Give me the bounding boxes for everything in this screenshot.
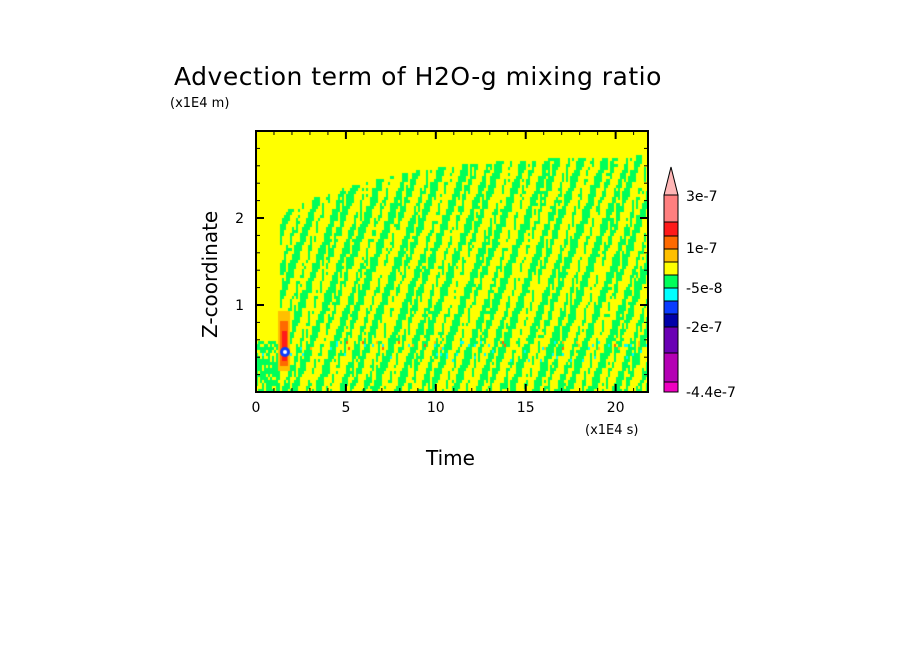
- y-axis-unit: (x1E4 m): [170, 96, 230, 111]
- y-tick-label: 2: [235, 211, 244, 227]
- plot-frame: [255, 130, 649, 393]
- colorbar-segment: [663, 326, 679, 354]
- y-tick-label: 1: [235, 298, 244, 314]
- x-tick-label: 15: [517, 400, 535, 416]
- colorbar-segment: [663, 313, 679, 328]
- colorbar-extend-triangle: [663, 166, 679, 196]
- colorbar-label: 1e-7: [686, 241, 717, 257]
- colorbar-label: -4.4e-7: [686, 385, 736, 401]
- colorbar-segment: [663, 194, 679, 223]
- x-axis-unit: (x1E4 s): [585, 423, 639, 438]
- colorbar-label: -2e-7: [686, 320, 723, 336]
- colorbar-segment: [663, 287, 679, 302]
- x-tick-label: 10: [427, 400, 445, 416]
- colorbar-segment: [663, 261, 679, 276]
- x-axis-label: Time: [426, 446, 475, 470]
- x-tick-label: 0: [252, 400, 261, 416]
- colorbar-segment: [663, 352, 679, 383]
- colorbar-segment: [663, 381, 679, 393]
- heatmap-field: [256, 131, 648, 392]
- colorbar-label: 3e-7: [686, 189, 717, 205]
- colorbar-segment: [663, 235, 679, 250]
- colorbar-segment: [663, 248, 679, 263]
- x-tick-label: 5: [341, 400, 350, 416]
- chart-title: Advection term of H2O-g mixing ratio: [174, 62, 662, 91]
- x-tick-label: 20: [607, 400, 625, 416]
- colorbar-segment: [663, 221, 679, 237]
- colorbar-label: -5e-8: [686, 281, 723, 297]
- colorbar-segment: [663, 274, 679, 289]
- colorbar-segment: [663, 300, 679, 315]
